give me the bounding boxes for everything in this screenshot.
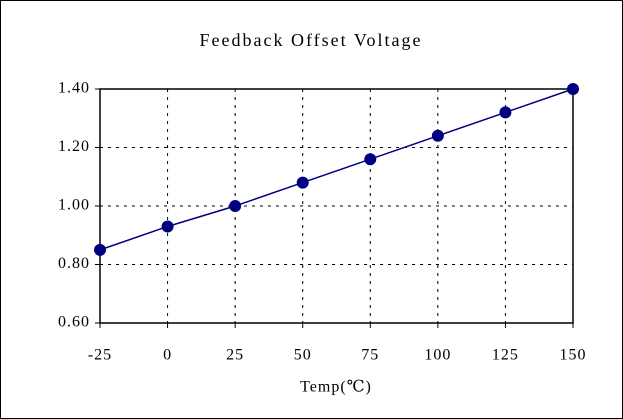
data-point [499, 106, 512, 119]
x-tick-label: 75 [361, 347, 379, 364]
x-tick-label: -25 [88, 347, 112, 364]
data-point [296, 176, 309, 189]
x-tick-label: 50 [294, 347, 312, 364]
plot-area [99, 88, 574, 324]
data-point [94, 243, 106, 256]
x-tick-label: 125 [492, 347, 519, 364]
data-point [229, 200, 242, 212]
chart-title: Feedback Offset Voltage [200, 30, 423, 50]
data-line [99, 88, 574, 251]
y-tick-label: 0.60 [58, 314, 90, 331]
y-tick-label: 1.00 [58, 197, 90, 214]
data-point [431, 129, 444, 142]
y-tick-label: 1.40 [58, 80, 90, 97]
x-axis-label: Temp(℃) [300, 379, 372, 396]
y-tick-label: 1.20 [58, 138, 90, 155]
y-tick-label: 0.80 [58, 255, 90, 272]
x-tick-label: 100 [424, 347, 451, 364]
x-tick-label: 0 [163, 347, 172, 364]
x-tick-label: 150 [560, 347, 587, 364]
x-tick-label: 25 [226, 347, 244, 364]
data-point [567, 83, 579, 95]
data-point [161, 220, 174, 233]
data-point [364, 153, 377, 166]
